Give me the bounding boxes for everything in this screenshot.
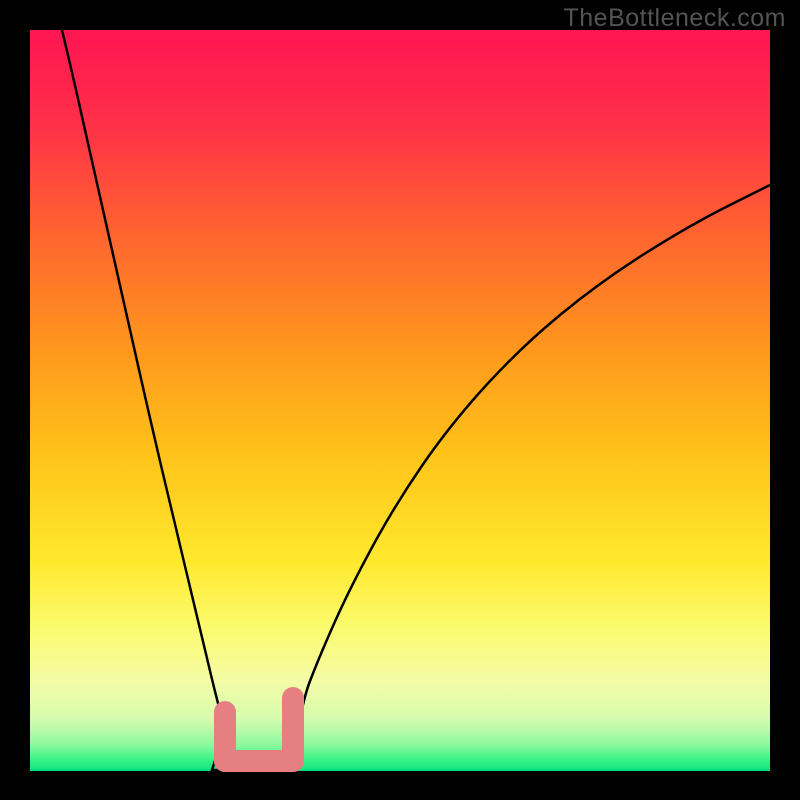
watermark-text: TheBottleneck.com — [564, 4, 787, 33]
bottleneck-chart — [0, 0, 800, 800]
gradient-background — [30, 30, 770, 770]
